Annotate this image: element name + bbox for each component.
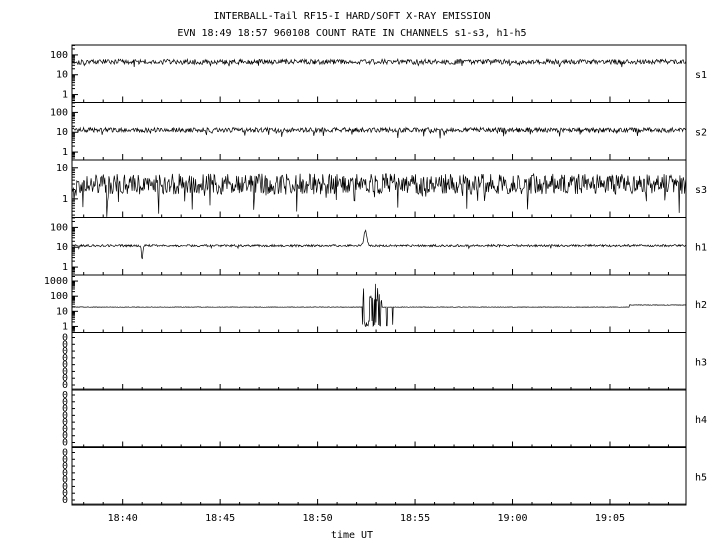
chart-subtitle: EVN 18:49 18:57 960108 COUNT RATE IN CHA…: [177, 28, 526, 39]
y-tick-label: 0: [62, 431, 68, 442]
panel-s3: 10 1 s3: [56, 159, 707, 218]
panel-label-h2: h2: [695, 300, 707, 311]
panel-frame: [71, 389, 687, 448]
y-tick-label: 0: [62, 397, 68, 408]
panel-label-h5: h5: [695, 472, 707, 483]
y-tick-label: 1: [62, 90, 68, 101]
y-tick-label: 1: [62, 321, 68, 332]
y-tick-label: 0: [62, 475, 68, 486]
y-tick-label: 0: [62, 366, 68, 377]
y-tick-label: 0: [62, 360, 68, 371]
y-tick-label: 0: [62, 448, 68, 459]
trace-s1: [71, 57, 687, 68]
panel-label-s1: s1: [695, 70, 707, 81]
trace-s2: [71, 126, 687, 139]
y-tick-label: 0: [62, 410, 68, 421]
panel-label-s3: s3: [695, 185, 707, 196]
y-tick-label: 10: [56, 127, 68, 138]
x-tick-label: 18:40: [108, 513, 138, 524]
panel-frame: [71, 332, 687, 391]
y-tick-label: 0: [62, 495, 68, 506]
y-tick-label: 100: [50, 222, 68, 233]
trace-s3: [71, 172, 687, 217]
y-tick-label: 0: [62, 438, 68, 449]
y-tick-label: 0: [62, 353, 68, 364]
y-tick-label: 1: [62, 194, 68, 205]
y-tick-label: 0: [62, 454, 68, 465]
panel-frame: [71, 447, 687, 506]
y-tick-label: 0: [62, 468, 68, 479]
y-tick-label: 100: [50, 291, 68, 302]
y-tick-label: 0: [62, 481, 68, 492]
y-tick-label: 10: [56, 163, 68, 174]
y-tick-label: 1000: [44, 276, 68, 287]
chart-title: INTERBALL-Tail RF15-I HARD/SOFT X-RAY EM…: [214, 11, 491, 22]
panel-s1: 100 10 1 s1: [50, 44, 707, 103]
y-tick-label: 0: [62, 346, 68, 357]
y-tick-label: 0: [62, 333, 68, 344]
y-tick-label: 0: [62, 488, 68, 499]
panel-label-s2: s2: [695, 127, 707, 138]
y-tick-label: 0: [62, 380, 68, 391]
y-tick-label: 0: [62, 404, 68, 415]
x-tick-label: 19:00: [497, 513, 527, 524]
panel-label-h1: h1: [695, 242, 707, 253]
y-tick-label: 10: [56, 242, 68, 253]
y-tick-label: 10: [56, 70, 68, 81]
panel-h2: 1000 100 10 1 h2: [44, 274, 707, 333]
y-tick-label: 0: [62, 424, 68, 435]
trace-h1: [71, 229, 687, 260]
panel-label-h4: h4: [695, 415, 707, 426]
y-tick-label: 0: [62, 461, 68, 472]
y-tick-label: 0: [62, 373, 68, 384]
y-tick-label: 0: [62, 339, 68, 350]
x-tick-label: 18:55: [400, 513, 430, 524]
x-axis-label: time UT: [331, 530, 373, 541]
y-tick-label: 100: [50, 107, 68, 118]
panel-s2: 100 10 1 s2: [50, 102, 707, 161]
y-tick-label: 1: [62, 147, 68, 158]
trace-h2: [71, 283, 687, 328]
y-tick-label: 1: [62, 262, 68, 273]
x-tick-label: 19:05: [595, 513, 625, 524]
y-tick-label: 0: [62, 390, 68, 401]
y-tick-label: 100: [50, 50, 68, 61]
panel-h1: 100 10 1 h1: [50, 217, 707, 276]
y-tick-label: 10: [56, 306, 68, 317]
x-tick-label: 18:45: [205, 513, 235, 524]
y-tick-label: 0: [62, 417, 68, 428]
x-tick-label: 18:50: [303, 513, 333, 524]
panel-frame: [71, 44, 687, 103]
panel-label-h3: h3: [695, 357, 707, 368]
